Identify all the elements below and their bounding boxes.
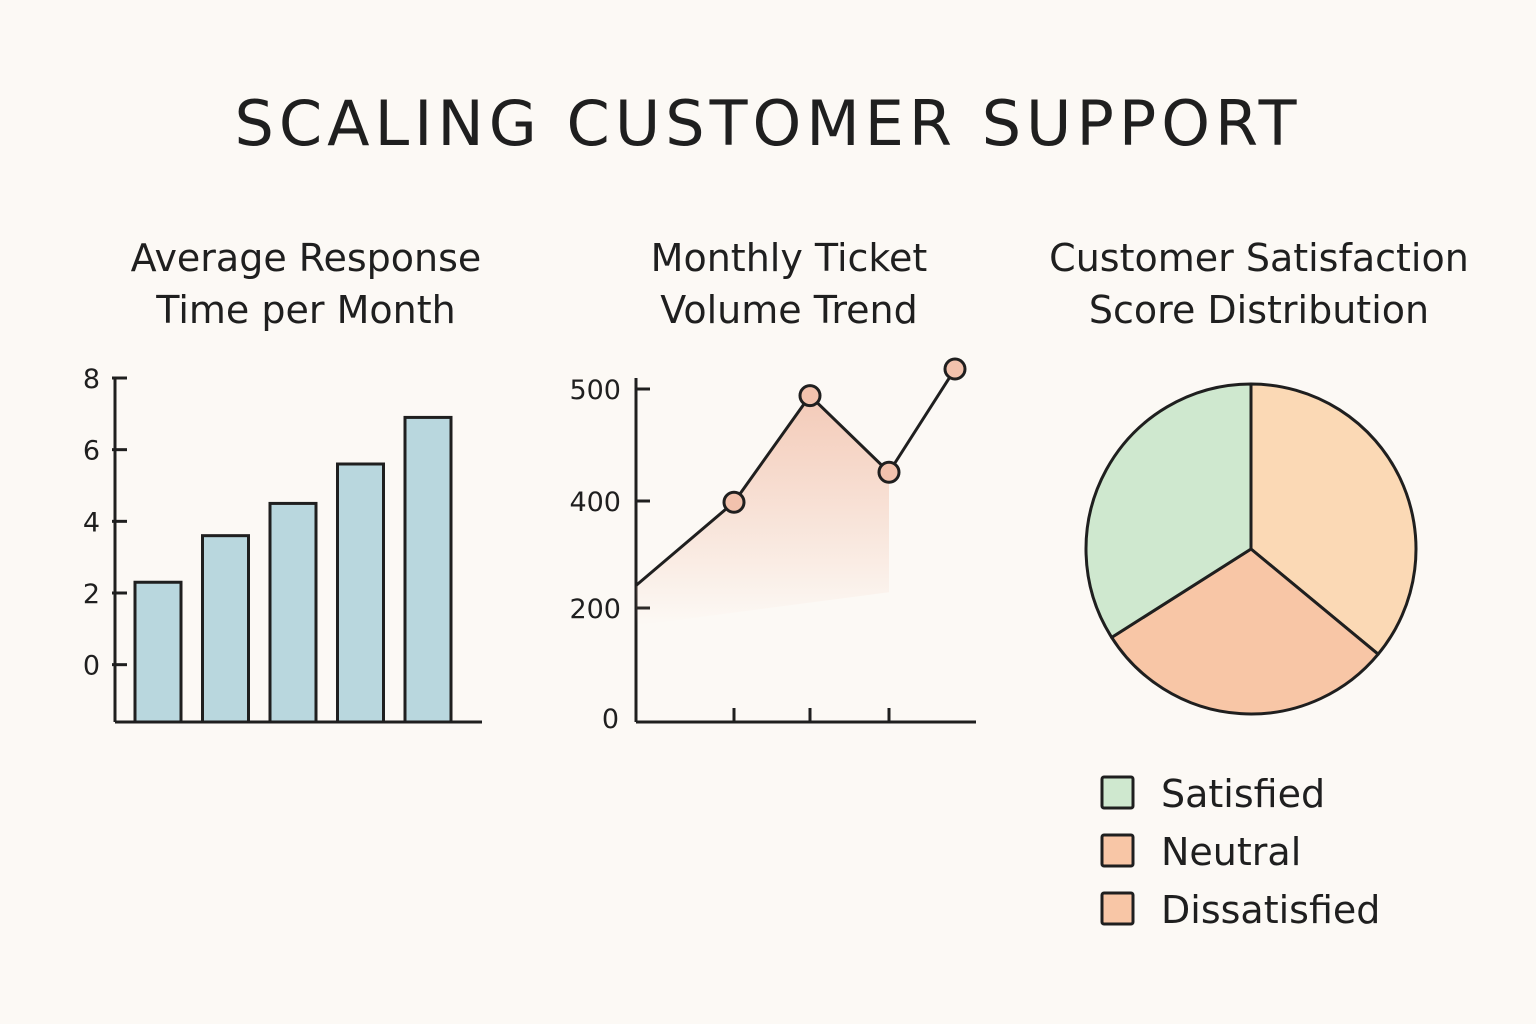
line-chart-title: Monthly Ticket Volume Trend (559, 232, 1019, 336)
bar-y-tick-label: 6 (83, 436, 100, 467)
line-chart-title-line-1: Monthly Ticket (650, 236, 928, 280)
legend-swatch-neutral (1100, 833, 1135, 868)
pie-slice-neutral (1249, 382, 1418, 656)
line-y-tick-label: 0 (602, 704, 619, 735)
legend-label-satisfied: Satisfied (1161, 772, 1325, 816)
legend-label-dissatisfied: Dissatisfied (1161, 888, 1380, 932)
line-point (943, 357, 967, 381)
legend-swatch-satisfied (1100, 775, 1135, 810)
line-y-tick-label: 400 (569, 487, 621, 518)
pie-chart-title-line-2: Score Distribution (1088, 288, 1430, 332)
bar-y-tick-label: 8 (83, 364, 100, 395)
bar (268, 501, 318, 724)
bar-y-tick-label: 0 (83, 651, 100, 682)
line-y-tick-label: 500 (569, 375, 621, 406)
bar (403, 415, 453, 724)
bar (336, 462, 385, 724)
legend-swatch-dissatisfied (1100, 891, 1135, 926)
pie-chart-title-line-1: Customer Satisfaction (1049, 236, 1469, 280)
line-area (636, 395, 889, 626)
line-chart-title-line-2: Volume Trend (660, 288, 918, 332)
bar-chart-title: Average Response Time per Month (76, 232, 536, 336)
bar-y-tick-label: 4 (83, 507, 100, 538)
page-title: SCALING CUSTOMER SUPPORT (234, 87, 1302, 160)
bar (201, 534, 250, 724)
line-y-tick-label: 200 (569, 594, 621, 625)
bar-chart-title-line-1: Average Response (130, 236, 482, 280)
legend-label-neutral: Neutral (1161, 830, 1301, 874)
line-point (722, 490, 746, 514)
pie-slice-satisfied (1084, 382, 1253, 639)
line-point (798, 384, 822, 408)
bar-y-tick-label: 2 (83, 579, 100, 610)
line-point (877, 460, 901, 484)
pie-chart-title: Customer Satisfaction Score Distribution (1029, 232, 1489, 336)
bar (133, 580, 183, 724)
pie-slice-dissatisfied (1110, 547, 1380, 716)
bar-chart-title-line-2: Time per Month (156, 288, 456, 332)
